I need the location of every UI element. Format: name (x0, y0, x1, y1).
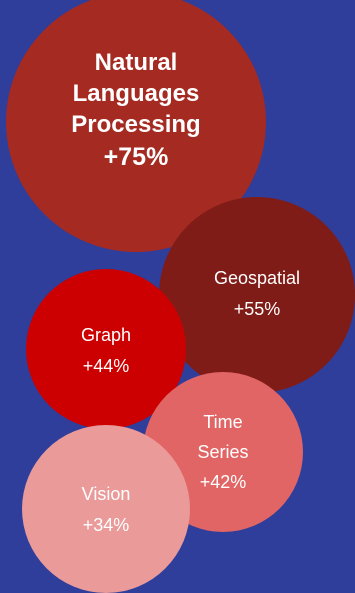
bubble-label-graph-0: Graph (81, 325, 131, 345)
bubble-label-natural-languages-processing-1: Languages (73, 80, 200, 107)
bubble-circle-geospatial (159, 197, 355, 393)
bubble-label-natural-languages-processing-2: Processing (71, 111, 200, 138)
bubble-value-vision: +34% (83, 515, 130, 535)
bubble-value-natural-languages-processing: +75% (104, 143, 169, 171)
bubble-natural-languages-processing: Natural Languages Processing +75% (6, 0, 266, 252)
bubble-label-geospatial-0: Geospatial (214, 268, 300, 288)
bubble-label-vision-0: Vision (82, 484, 131, 504)
bubble-geospatial: Geospatial +55% (159, 197, 355, 393)
bubble-label-time-series-0: Time (203, 412, 242, 432)
bubble-label-natural-languages-processing-0: Natural (95, 49, 178, 76)
bubble-graph: Graph +44% (26, 269, 186, 429)
bubble-label-time-series-1: Series (197, 442, 248, 462)
bubbles-layer: Natural Languages Processing +75% Geospatial… (6, 0, 355, 593)
bubble-vision: Vision +34% (22, 425, 190, 593)
bubble-circle-graph (26, 269, 186, 429)
bubble-circle-vision (22, 425, 190, 593)
bubble-value-time-series: +42% (200, 472, 247, 492)
bubble-value-graph: +44% (83, 356, 130, 376)
bubble-circle-natural-languages-processing (6, 0, 266, 252)
bubble-value-geospatial: +55% (234, 299, 281, 319)
